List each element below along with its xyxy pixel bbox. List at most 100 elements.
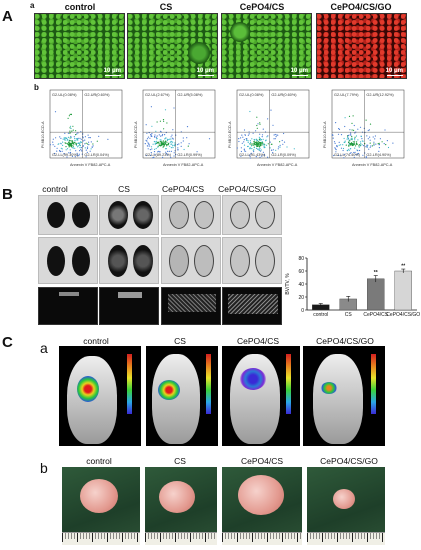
flow-event-dot xyxy=(72,147,74,149)
panel-a-sub-b: b xyxy=(34,83,39,92)
flow-event-dot xyxy=(332,134,334,136)
flow-event-dot xyxy=(259,156,261,158)
x-tick-label: CS xyxy=(345,312,353,318)
tumor-photo-cepo4-cs-go xyxy=(307,467,385,545)
flow-event-dot xyxy=(64,132,66,134)
flow-event-dot xyxy=(77,139,79,141)
flow-event-dot xyxy=(69,149,71,151)
flow-event-dot xyxy=(247,134,249,136)
flow-event-dot xyxy=(271,149,273,151)
flow-event-dot xyxy=(74,140,76,142)
flow-event-dot xyxy=(187,145,189,147)
flow-event-dot xyxy=(363,145,365,147)
flow-event-dot xyxy=(367,144,369,146)
bioluminescence-image-control xyxy=(59,346,141,446)
flow-event-dot xyxy=(338,141,340,143)
flow-event-dot xyxy=(165,148,167,150)
flow-event-dot xyxy=(269,147,271,149)
flow-event-dot xyxy=(242,136,244,138)
flow-event-dot xyxy=(164,109,167,111)
flow-event-dot xyxy=(66,148,69,150)
flow-event-dot xyxy=(366,146,368,148)
flow-event-dot xyxy=(357,128,359,130)
flow-event-dot xyxy=(71,130,73,132)
flow-event-dot xyxy=(80,148,82,151)
flow-event-dot xyxy=(265,144,268,146)
x-tick-label: control xyxy=(313,312,328,318)
flow-event-dot xyxy=(82,140,84,142)
flow-event-dot xyxy=(367,138,369,140)
flow-event-dot xyxy=(59,150,61,152)
flow-event-dot xyxy=(54,145,56,147)
flow-event-dot xyxy=(63,137,65,139)
panel-c-col-cepo4-cs-go: CePO4/CS/GO xyxy=(316,336,374,346)
micro-ct-section-cs xyxy=(99,287,159,325)
flow-event-dot xyxy=(149,137,151,139)
flow-event-dot xyxy=(358,146,360,148)
flow-event-dot xyxy=(257,123,259,125)
flow-event-dot xyxy=(275,149,277,151)
flow-event-dot xyxy=(150,134,152,136)
flow-event-dot xyxy=(146,138,149,140)
flow-event-dot xyxy=(89,137,91,139)
flow-event-dot xyxy=(154,134,156,136)
flow-event-dot xyxy=(347,136,349,138)
bar-cepo4-cs xyxy=(367,278,385,311)
flow-event-dot xyxy=(360,145,362,147)
flow-event-dot xyxy=(375,143,377,145)
flow-event-dot xyxy=(69,152,72,154)
colorbar xyxy=(127,354,132,414)
flow-event-dot xyxy=(81,150,83,152)
flow-event-dot xyxy=(90,148,92,150)
flow-event-dot xyxy=(243,139,245,141)
flow-event-dot xyxy=(76,146,79,148)
flow-event-dot xyxy=(269,141,271,143)
flow-event-dot xyxy=(369,146,371,148)
flow-event-dot xyxy=(162,140,165,142)
flow-event-dot xyxy=(359,141,362,143)
flow-event-dot xyxy=(164,134,166,136)
flow-event-dot xyxy=(354,151,356,153)
flow-event-dot xyxy=(163,120,165,122)
significance-marker: ** xyxy=(374,270,378,276)
flow-event-dot xyxy=(273,134,275,136)
y-tick-label: 80 xyxy=(298,256,304,262)
flow-event-dot xyxy=(381,141,383,143)
scale-label: 10 μm xyxy=(385,67,403,74)
micro-ct-top-cs xyxy=(99,195,159,235)
tumor-photo-cs xyxy=(145,467,217,545)
flow-event-dot xyxy=(243,141,245,143)
micro-ct-mid-cs xyxy=(99,237,159,284)
flow-event-dot xyxy=(335,151,337,153)
flow-event-dot xyxy=(52,144,54,146)
flow-event-dot xyxy=(262,144,264,146)
flow-event-dot xyxy=(267,156,269,158)
flow-event-dot xyxy=(386,140,388,142)
flow-event-dot xyxy=(158,143,160,145)
tumor-specimen xyxy=(333,489,355,509)
flow-event-dot xyxy=(334,147,336,149)
flow-event-dot xyxy=(157,145,159,147)
flow-event-dot xyxy=(259,145,262,147)
tumor-specimen xyxy=(238,475,284,515)
flow-event-dot xyxy=(150,106,152,108)
flow-event-dot xyxy=(80,141,83,143)
flow-event-dot xyxy=(262,138,264,140)
flow-event-dot xyxy=(353,124,355,127)
flow-event-dot xyxy=(157,146,159,148)
flow-event-dot xyxy=(264,146,266,148)
y-tick-label: 0 xyxy=(301,308,304,314)
flow-event-dot xyxy=(69,130,71,132)
flow-event-dot xyxy=(61,148,63,150)
flow-event-dot xyxy=(346,149,348,151)
flow-event-dot xyxy=(62,138,64,140)
flow-event-dot xyxy=(249,157,251,159)
flow-event-dot xyxy=(252,132,254,134)
flow-event-dot xyxy=(249,140,251,142)
flow-event-dot xyxy=(354,136,356,138)
flow-event-dot xyxy=(347,138,350,140)
flow-event-dot xyxy=(68,144,70,146)
flow-event-dot xyxy=(177,147,179,149)
flow-event-dot xyxy=(344,140,346,142)
flow-event-dot xyxy=(88,144,90,146)
